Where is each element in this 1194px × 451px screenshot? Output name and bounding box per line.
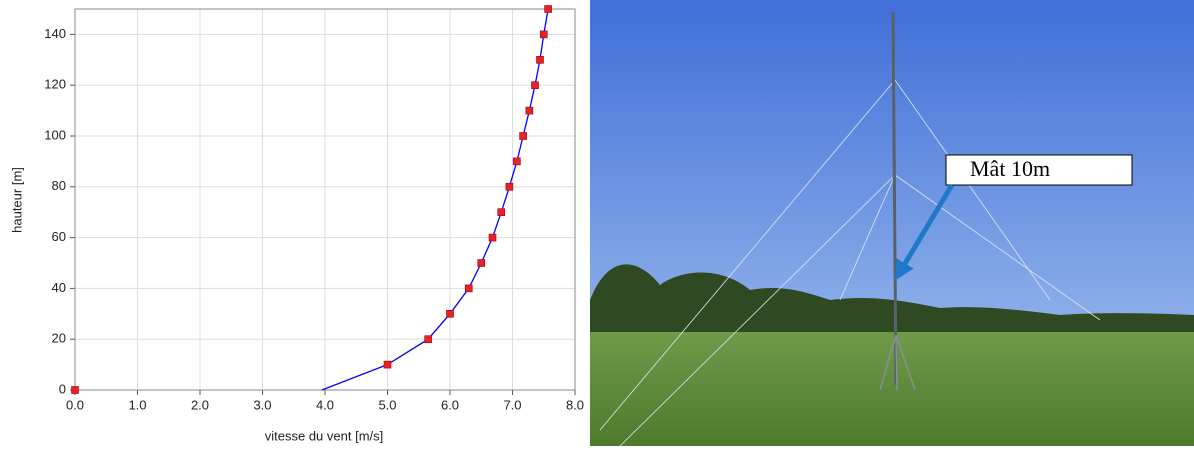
y-tick-label: 40 xyxy=(52,280,66,295)
y-tick-label: 60 xyxy=(52,229,66,244)
point xyxy=(531,81,539,89)
point xyxy=(488,233,497,242)
trees xyxy=(590,264,1194,340)
point xyxy=(539,30,548,39)
x-tick-label: 2.0 xyxy=(191,397,209,412)
x-tick-label: 1.0 xyxy=(128,397,146,412)
callout-text: Mât 10m xyxy=(970,156,1050,181)
point xyxy=(424,335,432,344)
x-tick-label: 8.0 xyxy=(566,397,584,412)
point xyxy=(519,132,527,140)
guy-wires xyxy=(599,79,1101,447)
point xyxy=(71,386,79,394)
mast xyxy=(891,11,898,386)
point xyxy=(505,183,514,191)
y-tick-label: 80 xyxy=(52,178,66,193)
x-tick-label: 0.0 xyxy=(66,397,84,412)
point xyxy=(464,284,473,293)
callout-box xyxy=(945,154,1133,186)
x-tick-label: 4.0 xyxy=(316,397,334,412)
point xyxy=(477,259,486,267)
x-axis-label: vitesse du vent [m/s] xyxy=(265,428,384,443)
plot-frame xyxy=(74,8,576,391)
y-tick-label: 100 xyxy=(44,127,66,142)
point xyxy=(536,55,544,64)
y-tick-label: 120 xyxy=(44,77,66,92)
photo: Mât 10m xyxy=(590,0,1194,447)
x-tick-label: 5.0 xyxy=(378,397,396,412)
y-axis-label: hauteur [m] xyxy=(9,167,24,233)
x-tick-label: 6.0 xyxy=(441,397,459,412)
y-tick-label: 0 xyxy=(59,381,66,396)
point xyxy=(446,309,454,318)
point xyxy=(513,157,521,166)
y-tick-label: 20 xyxy=(52,331,66,346)
line xyxy=(321,8,549,391)
point xyxy=(525,106,534,115)
x-tick-label: 7.0 xyxy=(503,397,521,412)
point xyxy=(497,208,506,216)
mast-base xyxy=(879,334,916,391)
callout-arrow xyxy=(894,183,955,281)
y-tick-label: 140 xyxy=(44,26,66,41)
point xyxy=(544,5,552,13)
x-tick-label: 3.0 xyxy=(253,397,271,412)
point xyxy=(383,360,392,369)
